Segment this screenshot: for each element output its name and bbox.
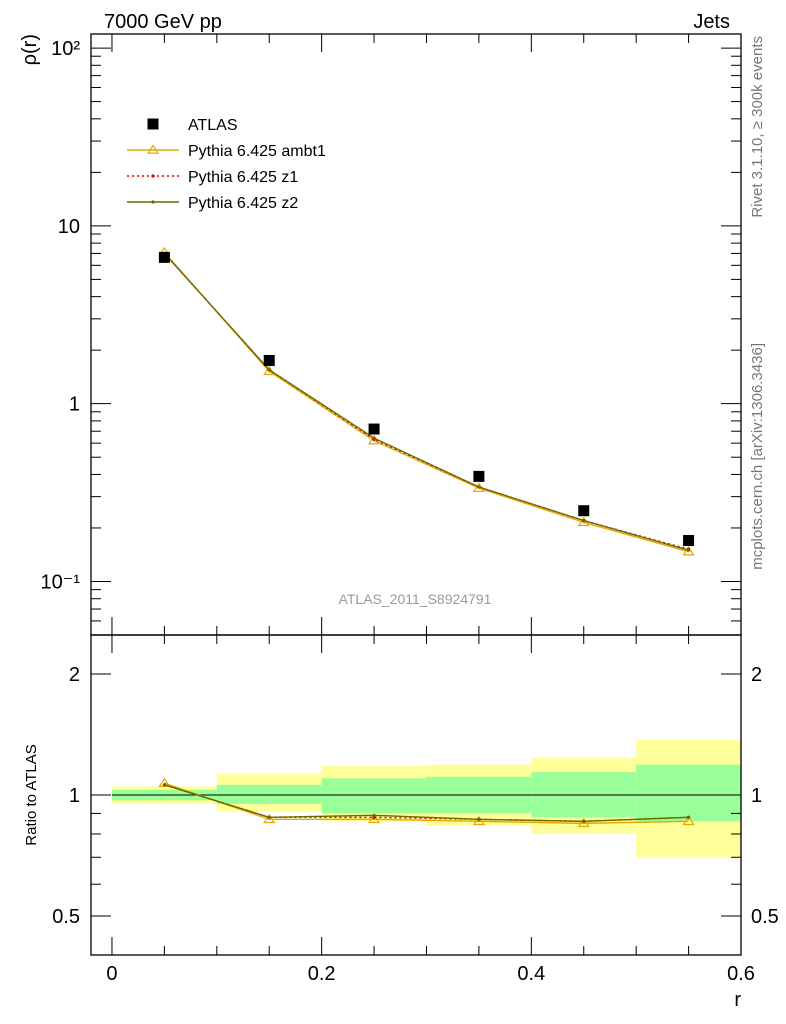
ratio-marker-z2 [162, 783, 166, 787]
ratio-y-label: Ratio to ATLAS [23, 744, 40, 845]
main-marker-z2 [372, 436, 376, 440]
x-tick-label: 0 [106, 963, 117, 985]
atlas-data-point [368, 423, 380, 435]
main-marker-z2 [267, 368, 271, 372]
legend-symbol [151, 200, 155, 204]
x-axis-label: r [734, 989, 741, 1011]
ratio-marker-z2 [477, 817, 481, 821]
ratio-y-tick-label: 0.5 [52, 906, 80, 928]
ratio-y-tick-label-right: 0.5 [751, 906, 779, 928]
main-y-label: ρ(r) [19, 34, 41, 65]
ratio-marker-z2 [582, 819, 586, 823]
ratio-y-tick-label: 2 [69, 664, 80, 686]
band-inner-bin [321, 778, 427, 814]
side-label-mcplots: mcplots.cern.ch [arXiv:1306.3436] [749, 343, 766, 570]
atlas-data-point [473, 470, 485, 482]
x-tick-label: 0.2 [308, 963, 336, 985]
ratio-marker-ambt1 [472, 815, 486, 826]
main-line-ambt1 [163, 251, 689, 553]
main-marker-z2 [582, 518, 586, 523]
atlas-data-point [263, 354, 275, 366]
header-left: 7000 GeV pp [104, 11, 222, 33]
legend-label: ATLAS [188, 117, 238, 134]
legend-label: Pythia 6.425 z2 [188, 195, 298, 212]
ratio-panel: 0 0.2 0.4 0.6 0.5 0.5 1 1 2 2 [52, 634, 779, 985]
x-tick-label: 0.6 [727, 963, 755, 985]
main-marker-z2 [477, 485, 481, 489]
legend: ATLAS Pythia 6.425 ambt1 Pythia 6.425 z1 Py… [127, 117, 326, 212]
side-label-rivet: Rivet 3.1.10, ≥ 300k events [749, 36, 766, 218]
band-inner-bin [636, 764, 741, 822]
ratio-marker-ambt1 [682, 815, 695, 826]
legend-label: Pythia 6.425 z1 [188, 169, 298, 186]
main-line-z2 [163, 252, 689, 551]
main-marker-z2 [686, 548, 691, 552]
ratio-marker-z2 [267, 815, 271, 819]
legend-label: Pythia 6.425 ambt1 [188, 143, 326, 160]
x-tick-label: 0.4 [517, 963, 545, 985]
atlas-data-point [578, 505, 590, 517]
header-right: Jets [693, 11, 730, 33]
main-marker-ambt1 [682, 546, 695, 556]
ratio-marker-z2 [686, 815, 691, 819]
watermark: ATLAS_2011_S8924791 [339, 591, 492, 607]
legend-symbol-atlas [147, 118, 159, 130]
ratio-marker-ambt1 [577, 817, 590, 828]
ratio-y-tick-label-right: 1 [751, 785, 762, 807]
band-inner-bin [216, 784, 322, 804]
y-tick-label: 10 [58, 216, 80, 238]
ratio-y-tick-label-right: 2 [751, 664, 762, 686]
y-tick-label: 10⁻¹ [41, 571, 81, 593]
ratio-marker-ambt1 [367, 813, 381, 824]
ratio-line-z2 [164, 784, 689, 823]
ratio-y-tick-label: 1 [69, 785, 80, 807]
y-tick-label: 10² [51, 38, 80, 60]
atlas-data-point [158, 251, 170, 263]
ratio-line-ambt1 [164, 782, 689, 825]
main-line-z1 [163, 252, 689, 550]
ratio-marker-z2 [372, 813, 376, 817]
atlas-data-point [683, 535, 695, 547]
y-tick-label: 1 [69, 394, 80, 416]
main-panel: 10⁻¹ 1 10 10² [41, 33, 742, 636]
legend-symbol-ambt1 [146, 144, 160, 154]
ratio-marker-ambt1 [263, 813, 276, 824]
legend-symbol [151, 174, 155, 178]
